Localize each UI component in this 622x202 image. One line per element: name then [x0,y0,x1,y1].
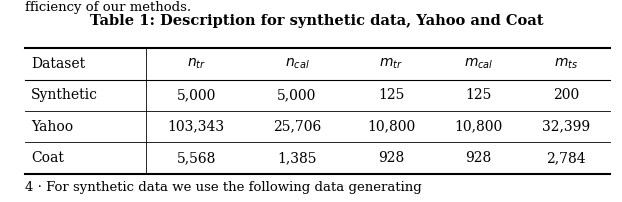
Text: 928: 928 [465,151,491,165]
Text: 200: 200 [553,88,579,102]
Text: 10,800: 10,800 [367,120,415,134]
Text: 5,000: 5,000 [277,88,317,102]
Text: $m_{ts}$: $m_{ts}$ [554,57,578,71]
Text: $m_{cal}$: $m_{cal}$ [464,57,493,71]
Text: $n_{tr}$: $n_{tr}$ [187,57,206,71]
Text: 4 · For synthetic data we use the following data generating: 4 · For synthetic data we use the follow… [25,181,422,194]
Text: fficiency of our methods.: fficiency of our methods. [25,1,191,14]
Text: 103,343: 103,343 [168,120,225,134]
Text: Coat: Coat [31,151,64,165]
Text: Synthetic: Synthetic [31,88,98,102]
Text: $m_{tr}$: $m_{tr}$ [379,57,403,71]
Text: 32,399: 32,399 [542,120,590,134]
Text: 5,000: 5,000 [177,88,216,102]
Text: 2,784: 2,784 [546,151,586,165]
Text: 5,568: 5,568 [177,151,216,165]
Text: 25,706: 25,706 [273,120,321,134]
Text: Dataset: Dataset [31,57,85,71]
Text: Yahoo: Yahoo [31,120,73,134]
Text: Table 1: Description for synthetic data, Yahoo and Coat: Table 1: Description for synthetic data,… [90,14,544,28]
Text: 928: 928 [378,151,404,165]
Text: 10,800: 10,800 [455,120,503,134]
Text: 125: 125 [465,88,492,102]
Text: 1,385: 1,385 [277,151,317,165]
Text: 125: 125 [378,88,404,102]
Text: $n_{cal}$: $n_{cal}$ [285,57,309,71]
